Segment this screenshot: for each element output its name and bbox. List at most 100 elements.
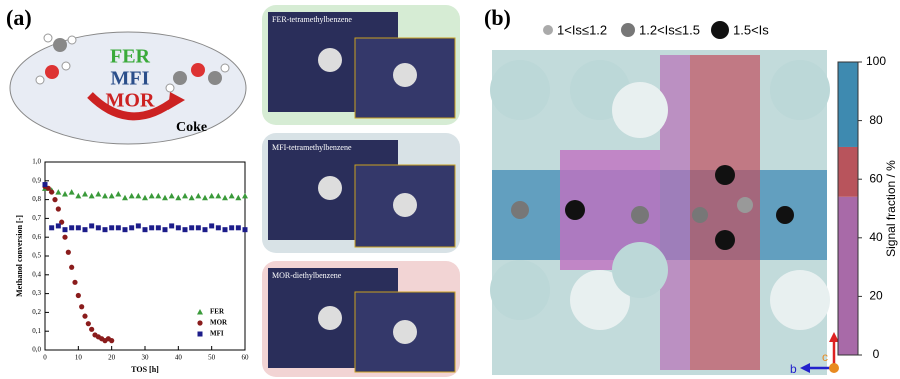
marker (229, 193, 235, 199)
marker (176, 225, 181, 230)
marker (63, 227, 68, 232)
y-tick-label: 0,7 (32, 214, 41, 222)
marker (83, 227, 88, 232)
marker (56, 206, 61, 211)
marker (163, 227, 168, 232)
marker (89, 327, 94, 332)
marker (89, 193, 95, 199)
marker (66, 250, 71, 255)
marker (189, 195, 195, 201)
marker (242, 193, 248, 199)
marker (209, 193, 215, 199)
marker (129, 225, 134, 230)
marker (243, 227, 248, 232)
legend-label: 1.2<Is≤1.5 (639, 22, 700, 37)
marker (69, 189, 75, 195)
marker (143, 227, 148, 232)
marker (56, 223, 61, 228)
triad-label: b (790, 362, 797, 376)
marker (209, 223, 214, 228)
marker (196, 225, 201, 230)
snapshot-title: MOR-diethylbenzene (272, 271, 342, 280)
marker (69, 265, 74, 270)
marker (96, 225, 101, 230)
y-tick-label: 0,5 (32, 252, 41, 260)
x-tick-label: 30 (142, 354, 150, 362)
marker (115, 191, 121, 197)
marker (86, 321, 91, 326)
x-tick-label: 20 (108, 354, 116, 362)
marker (95, 191, 101, 197)
marker (129, 193, 135, 199)
x-tick-label: 40 (175, 354, 183, 362)
y-tick-label: 0,9 (32, 176, 41, 184)
marker (136, 223, 141, 228)
marker (89, 223, 94, 228)
y-tick-label: 0,4 (32, 270, 41, 278)
y-tick-label: 100 (866, 54, 886, 68)
y-tick-label: 1,0 (32, 158, 41, 166)
y-tick-label: 40 (869, 230, 883, 244)
marker (123, 227, 128, 232)
marker (116, 225, 121, 230)
marker (202, 195, 208, 201)
marker (189, 225, 194, 230)
marker (49, 225, 54, 230)
legend-label: FER (210, 308, 225, 316)
marker (223, 227, 228, 232)
zeolite-label: MFI (111, 68, 150, 90)
marker (169, 193, 175, 199)
x-tick-label: 50 (208, 354, 216, 362)
marker (102, 193, 108, 199)
marker (182, 193, 188, 199)
legend-marker (711, 21, 729, 39)
marker (222, 195, 228, 201)
colorbar-segment (838, 197, 858, 355)
marker (156, 225, 161, 230)
legend-label: 1<Is≤1.2 (557, 22, 607, 37)
product-label: Coke (176, 120, 207, 135)
marker (216, 225, 221, 230)
legend-label: MFI (210, 330, 224, 338)
y-tick-label: 60 (869, 171, 883, 185)
zeolite-label: MOR (106, 90, 155, 112)
y-axis-label: Methanol conversion [-] (15, 215, 24, 297)
marker (142, 195, 148, 201)
render-3d (490, 50, 830, 375)
x-axis-label: TOS [h] (131, 365, 159, 374)
marker (43, 182, 48, 187)
y-tick-label: 80 (869, 113, 883, 127)
marker (215, 193, 221, 199)
marker (149, 193, 155, 199)
marker (69, 225, 74, 230)
marker (195, 193, 201, 199)
y-tick-label: 0,2 (32, 308, 41, 316)
colorbar-segment (838, 147, 858, 197)
snapshots (262, 5, 460, 377)
x-tick-label: 0 (43, 354, 47, 362)
marker (49, 189, 54, 194)
y-axis-label: Signal fraction / % (884, 160, 898, 257)
marker (62, 191, 68, 197)
marker (235, 195, 241, 201)
marker (236, 225, 241, 230)
marker (109, 225, 114, 230)
figure: (a) (b) FER MFI MOR Coke FER-tetramethyl… (0, 0, 900, 379)
legend-marker (197, 309, 203, 315)
marker (76, 293, 81, 298)
marker (103, 227, 108, 232)
marker (109, 193, 115, 199)
x-tick-label: 10 (75, 354, 83, 362)
marker (162, 195, 168, 201)
y-tick-label: 0,8 (32, 195, 41, 203)
marker (75, 193, 81, 199)
panel-label: (a) (6, 5, 32, 30)
triad-label: c (822, 350, 828, 364)
y-tick-label: 0,1 (32, 327, 41, 335)
x-tick-label: 60 (242, 354, 250, 362)
marker (109, 338, 114, 343)
marker (203, 227, 208, 232)
legend-marker (543, 25, 553, 35)
y-tick-label: 20 (869, 289, 883, 303)
y-tick-label: 0,3 (32, 289, 41, 297)
